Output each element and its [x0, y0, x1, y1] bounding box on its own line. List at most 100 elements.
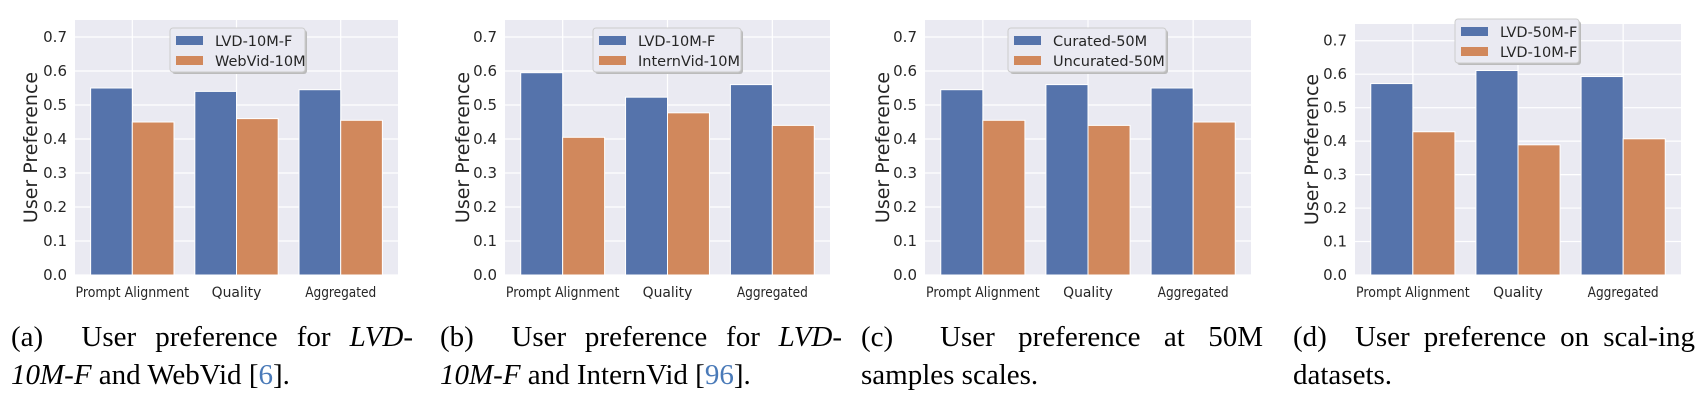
caption-b: (b) User preference for LVD-10M-F and In…: [440, 321, 843, 391]
y-tick-label: 0.0: [1323, 266, 1347, 284]
citation-link[interactable]: 6: [258, 359, 273, 391]
y-tick-label: 0.2: [473, 198, 497, 216]
bar-curated-50m: [1150, 87, 1194, 276]
y-axis-label: User Preference: [872, 72, 894, 223]
legend-box: [1007, 27, 1167, 73]
x-tick-label: Prompt Alignment: [1356, 285, 1470, 301]
x-tick-label: Aggregated: [737, 285, 808, 301]
legend-label: LVD-10M-F: [1500, 45, 1577, 61]
x-tick-label: Prompt Alignment: [926, 285, 1040, 301]
x-tick-label: Prompt Alignment: [506, 285, 620, 301]
legend-swatch: [599, 36, 626, 45]
x-tick-label: Aggregated: [305, 285, 376, 301]
y-axis-label: User Preference: [1301, 74, 1323, 225]
bar-webvid-10m: [340, 119, 383, 276]
y-tick-label: 0.3: [893, 164, 917, 182]
caption-label: (d): [1293, 321, 1327, 353]
legend-swatch: [1461, 47, 1488, 56]
y-tick-label: 0.3: [1323, 166, 1347, 184]
bar-webvid-10m: [236, 118, 279, 276]
x-tick-label: Aggregated: [1158, 285, 1229, 301]
y-tick-label: 0.5: [893, 96, 917, 114]
y-tick-label: 0.2: [893, 198, 917, 216]
chart-panel-c: 0.0 0.1 0.2 0.3 0.4 0.5 0.6 0.7 Prompt Alignment…: [872, 20, 1251, 301]
bar-uncurated-50m: [1192, 121, 1236, 276]
caption-text: User preference for: [81, 321, 331, 353]
y-tick-label: 0.5: [43, 96, 67, 114]
x-tick-label: Quality: [1493, 285, 1543, 301]
caption-text: and InternVid: [527, 359, 688, 391]
y-tick-label: 0.6: [893, 62, 917, 80]
bar-internvid-10m: [562, 136, 606, 276]
bar-curated-50m: [1045, 84, 1089, 276]
legend: LVD-50M-F LVD-10M-F: [1454, 18, 1581, 65]
legend-label: InternVid-10M: [638, 54, 740, 70]
bar-curated-50m: [940, 89, 984, 276]
figure: 0.0 0.1 0.2 0.3 0.4 0.5 0.6 0.7 Prompt Alignment…: [20, 18, 1681, 301]
x-tick-label: Quality: [212, 285, 262, 301]
y-tick-label: 0.6: [473, 62, 497, 80]
y-tick-label: 0.0: [43, 266, 67, 284]
y-tick-label: 0.5: [473, 96, 497, 114]
caption-italic: LVD-10M-F: [11, 321, 414, 391]
y-tick-label: 0.6: [43, 62, 67, 80]
y-tick-label: 0.5: [1323, 99, 1347, 117]
chart-panel-b: 0.0 0.1 0.2 0.3 0.4 0.5 0.6 0.7 Prompt Alignment…: [452, 20, 830, 301]
y-axis-label: User Preference: [452, 72, 474, 223]
bar-lvd-10m-f: [520, 72, 564, 276]
y-tick-label: 0.2: [1323, 199, 1347, 217]
bar-lvd-10m-f: [1622, 138, 1666, 276]
bar-lvd-50m-f: [1475, 70, 1519, 276]
legend-label: Uncurated-50M: [1053, 54, 1165, 70]
y-tick-label: 0.2: [43, 198, 67, 216]
legend-swatch: [599, 56, 626, 65]
y-tick-label: 0.4: [1323, 132, 1347, 150]
bar-lvd-50m-f: [1370, 83, 1414, 276]
x-tick-label: Aggregated: [1588, 285, 1659, 301]
legend-swatch: [176, 56, 203, 65]
caption-italic: LVD-10M-F: [440, 321, 843, 391]
y-tick-label: 0.1: [473, 232, 497, 250]
legend-label: LVD-50M-F: [1500, 25, 1577, 41]
chart-panel-d: 0.0 0.1 0.2 0.3 0.4 0.5 0.6 0.7 Prompt Alignment…: [1301, 18, 1681, 301]
legend-box: [592, 27, 742, 73]
legend: LVD-10M-F WebVid-10M: [169, 27, 307, 74]
bar-lvd-50m-f: [1580, 76, 1624, 276]
legend-swatch: [1014, 36, 1041, 45]
bar-internvid-10m: [667, 112, 710, 276]
legend-label: WebVid-10M: [215, 54, 306, 70]
caption-c: (c) User preference at 50M samples scale…: [861, 318, 1263, 394]
bar-internvid-10m: [771, 124, 815, 276]
legend-swatch: [176, 36, 203, 45]
y-tick-label: 0.3: [473, 164, 497, 182]
legend: LVD-10M-F InternVid-10M: [592, 27, 743, 74]
caption-a: (a) User preference for LVD-10M-F and We…: [11, 321, 414, 391]
caption-label: (b): [440, 321, 474, 353]
x-tick-label: Quality: [1063, 285, 1113, 301]
bar-lvd-10m-f: [729, 84, 773, 276]
y-tick-label: 0.7: [893, 28, 917, 46]
caption-label: (c): [861, 321, 894, 353]
caption-text: User preference at 50M samples scales.: [861, 321, 1264, 391]
caption-text: and WebVid: [98, 359, 242, 391]
bar-uncurated-50m: [982, 119, 1026, 276]
y-tick-label: 0.4: [473, 130, 497, 148]
chart-panel-a: 0.0 0.1 0.2 0.3 0.4 0.5 0.6 0.7 Prompt Alignment…: [20, 20, 398, 301]
y-tick-label: 0.0: [473, 266, 497, 284]
bar-lvd-10m-f: [625, 96, 668, 276]
legend-swatch: [1461, 27, 1488, 36]
y-tick-label: 0.1: [43, 232, 67, 250]
legend-label: LVD-10M-F: [638, 34, 715, 50]
legend-label: Curated-50M: [1053, 34, 1147, 50]
bar-lvd-10m-f: [194, 90, 238, 276]
y-tick-label: 0.4: [893, 130, 917, 148]
y-tick-label: 0.1: [893, 232, 917, 250]
x-tick-label: Prompt Alignment: [76, 285, 190, 301]
citation-link[interactable]: 96: [704, 359, 734, 391]
y-tick-label: 0.3: [43, 164, 67, 182]
legend: Curated-50M Uncurated-50M: [1007, 27, 1168, 74]
y-tick-label: 0.7: [1323, 32, 1347, 50]
y-tick-label: 0.7: [473, 28, 497, 46]
y-tick-label: 0.0: [893, 266, 917, 284]
bar-lvd-10m-f: [90, 87, 133, 276]
